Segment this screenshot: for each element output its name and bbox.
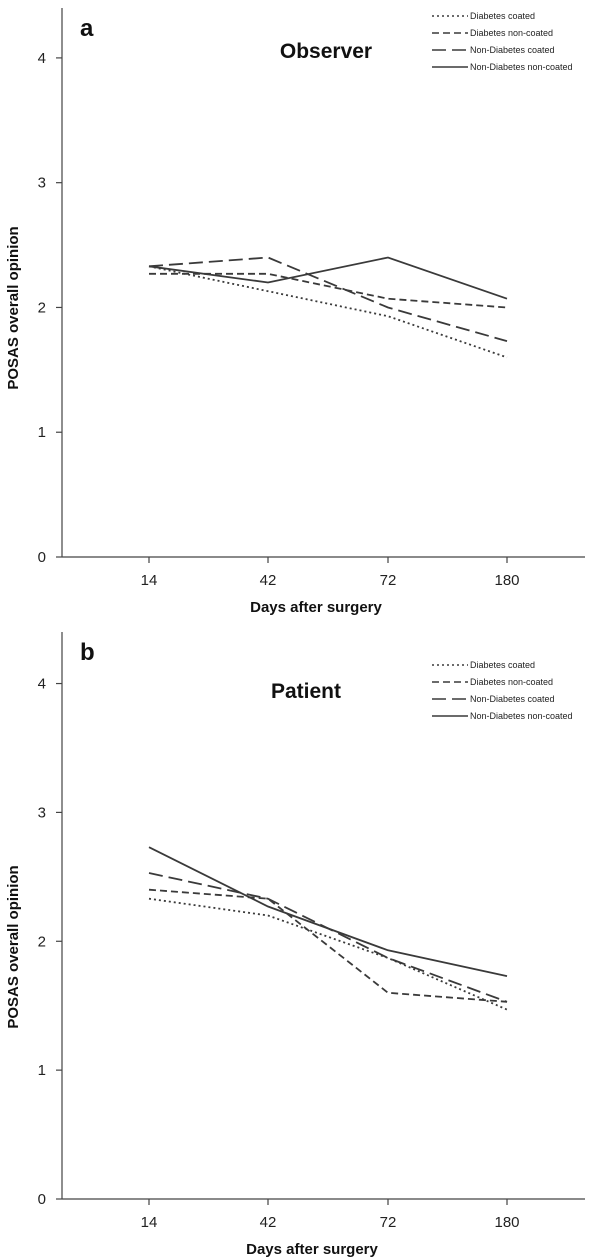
panel-label: a (80, 15, 94, 42)
x-tick-label: 180 (494, 1214, 519, 1231)
y-tick-label: 1 (38, 424, 46, 441)
y-tick-label: 1 (38, 1062, 46, 1079)
legend-label: Diabetes coated (470, 660, 535, 670)
x-tick-label: 42 (260, 1214, 277, 1231)
y-tick-label: 0 (38, 549, 46, 566)
series-line-1 (148, 265, 508, 359)
series-line-4 (148, 846, 508, 977)
x-tick-label: 42 (260, 572, 277, 589)
series-line-2 (149, 272, 508, 309)
legend-label: Non-Diabetes non-coated (470, 711, 573, 721)
series-line-3 (148, 256, 508, 342)
series-line-3 (148, 872, 508, 1003)
series-line-1 (148, 897, 508, 1011)
y-tick-label: 4 (38, 50, 46, 67)
y-tick-label: 2 (38, 299, 46, 316)
y-axis-title: POSAS overall opinion (5, 226, 22, 389)
x-tick-label: 14 (141, 1214, 158, 1231)
series-line-2 (148, 888, 508, 1003)
chart-title: Patient (271, 680, 341, 703)
x-tick-label: 72 (380, 1214, 397, 1231)
legend-label: Non-Diabetes coated (470, 694, 555, 704)
legend-label: Diabetes non-coated (470, 28, 553, 38)
legend-label: Non-Diabetes non-coated (470, 62, 573, 72)
x-axis-title: Days after surgery (246, 1241, 378, 1258)
x-tick-label: 72 (380, 572, 397, 589)
y-tick-label: 0 (38, 1191, 46, 1208)
panel-a: a Observer Days after surgery POSAS over… (5, 8, 585, 616)
y-tick-label: 4 (38, 676, 46, 693)
x-tick-label: 180 (494, 572, 519, 589)
y-tick-label: 3 (38, 804, 46, 821)
chart-title: Observer (280, 40, 372, 63)
legend-label: Diabetes non-coated (470, 677, 553, 687)
panel-label: b (80, 639, 95, 666)
y-axis-title: POSAS overall opinion (5, 865, 22, 1028)
y-tick-label: 2 (38, 933, 46, 950)
x-tick-label: 14 (141, 572, 158, 589)
legend-label: Non-Diabetes coated (470, 45, 555, 55)
y-tick-label: 3 (38, 175, 46, 192)
series-line-4 (148, 256, 508, 300)
panel-b: b Patient Days after surgery POSAS overa… (5, 632, 585, 1258)
x-axis-title: Days after surgery (250, 599, 382, 616)
legend-label: Diabetes coated (470, 11, 535, 21)
